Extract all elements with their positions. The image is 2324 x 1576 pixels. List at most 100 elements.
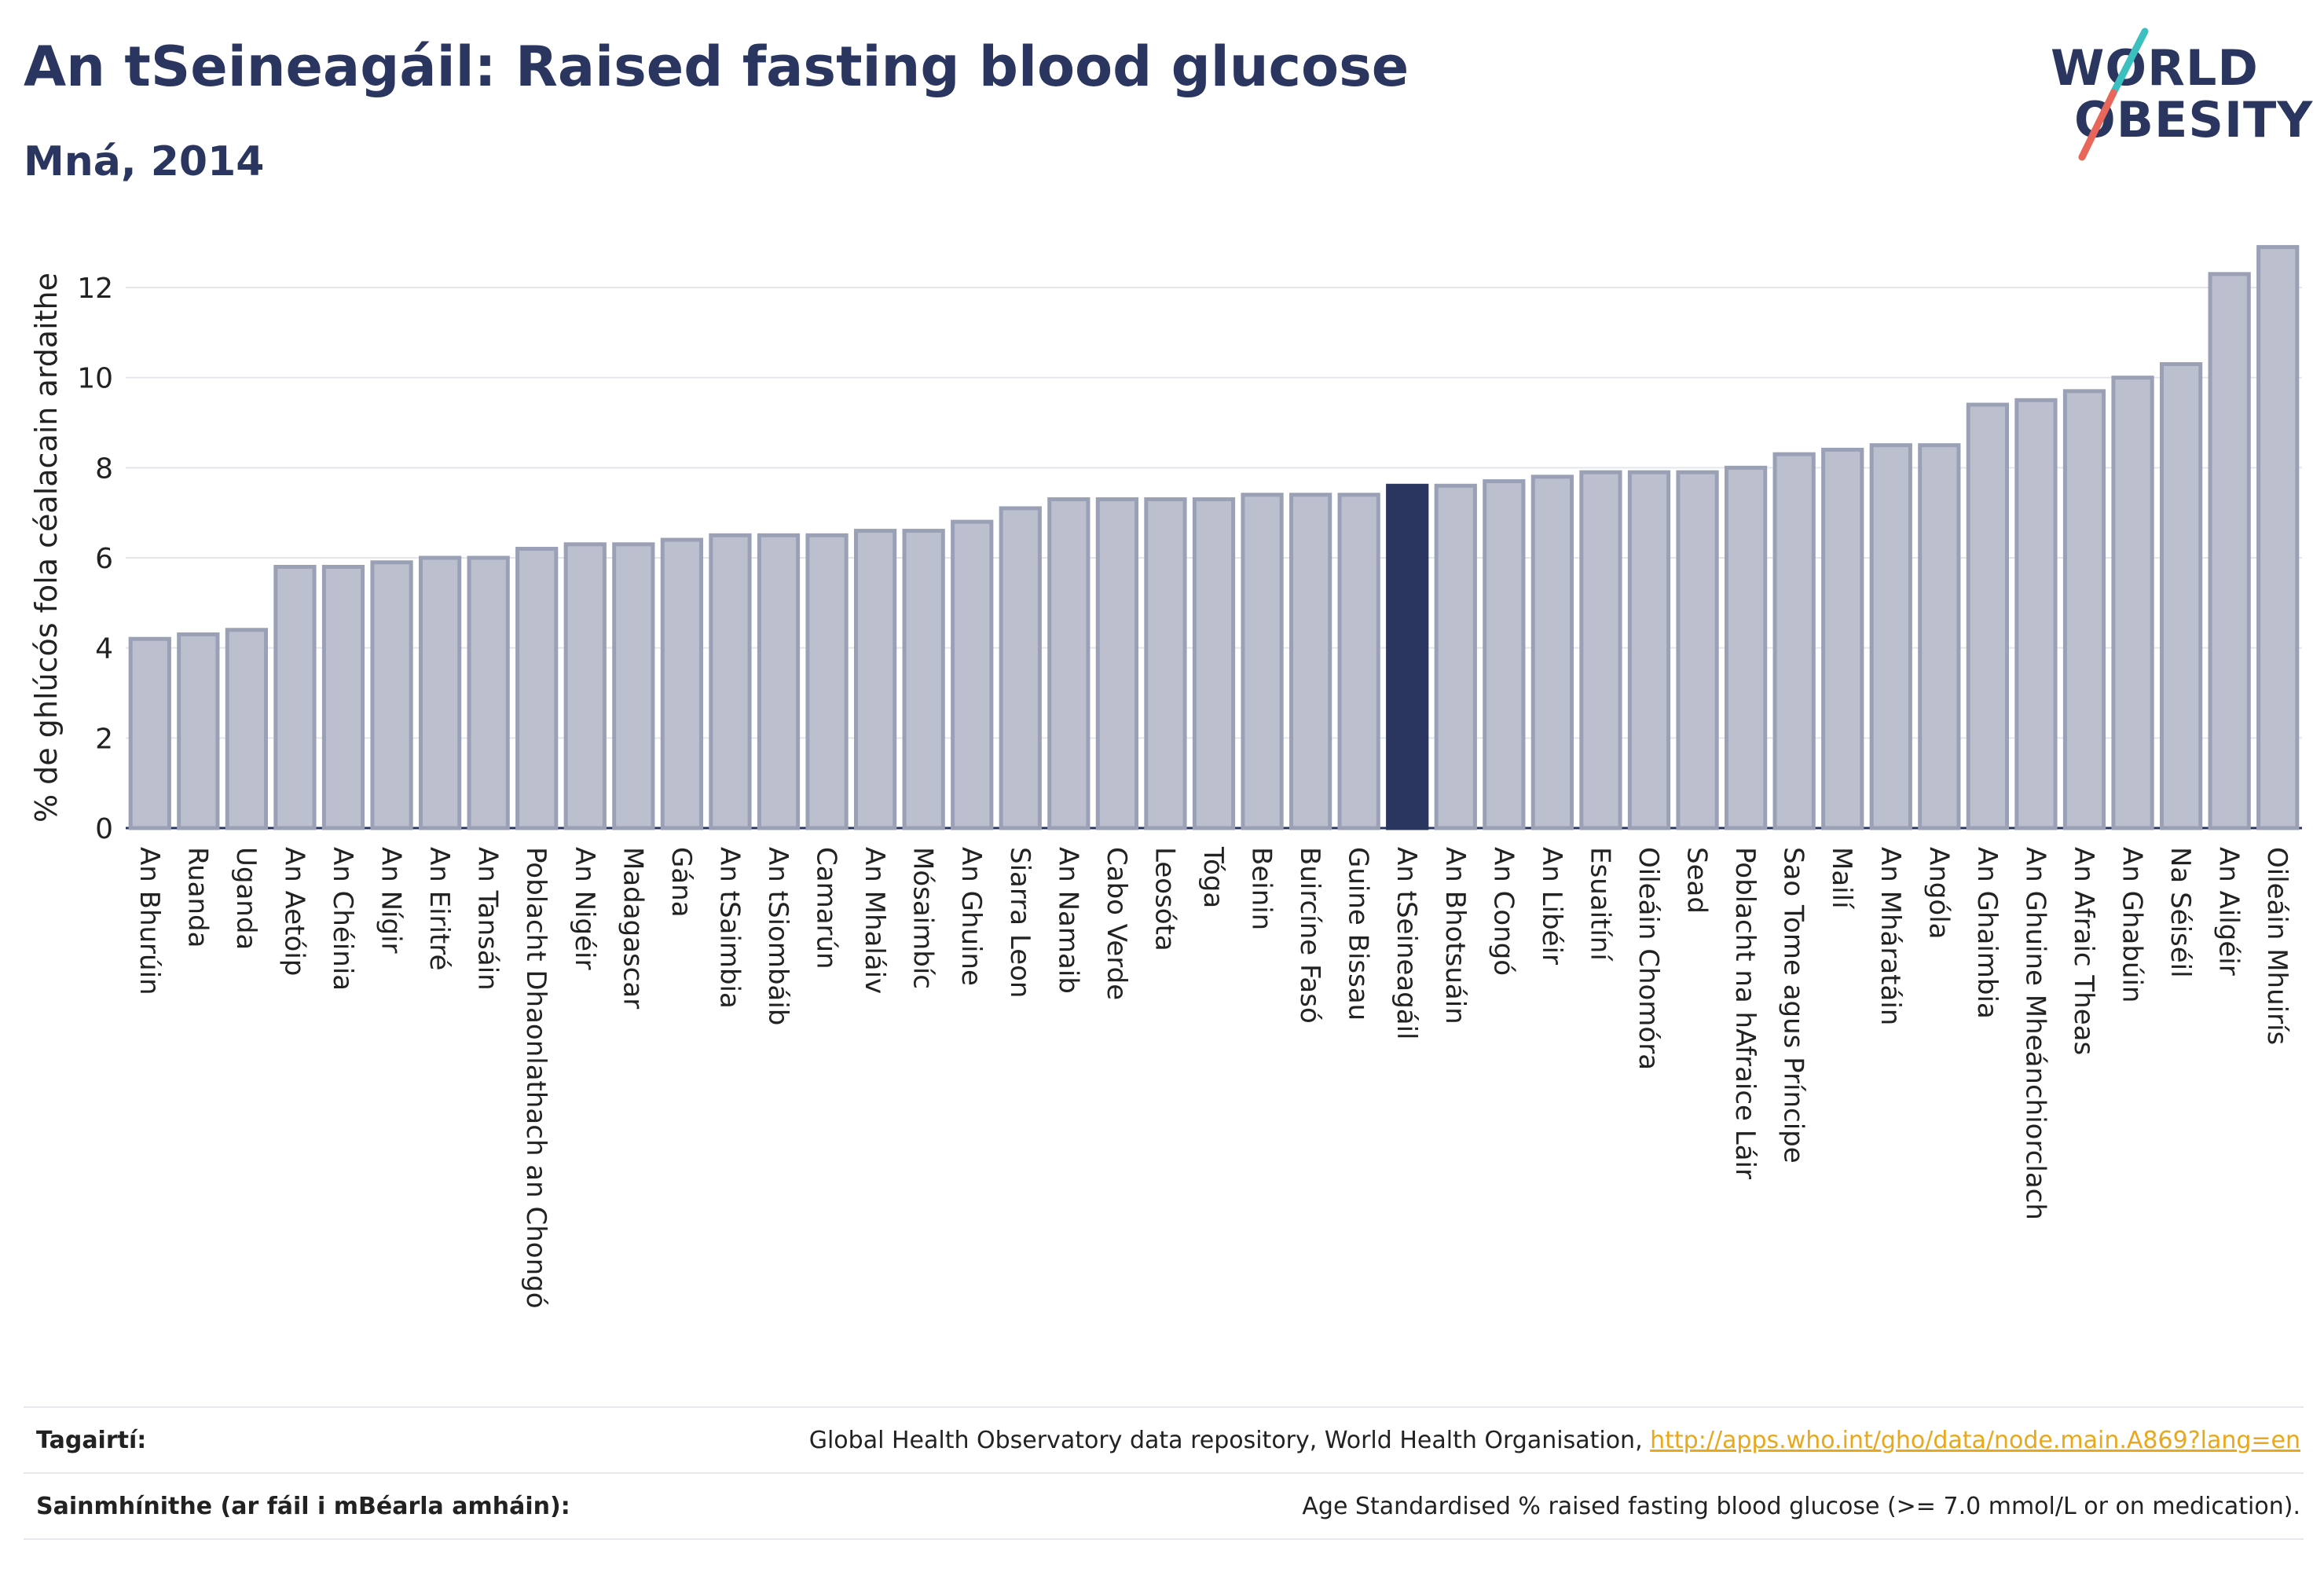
y-tick-label: 10	[77, 363, 113, 395]
bar	[2062, 389, 2106, 830]
x-tick-label: An Nigéir	[569, 847, 600, 969]
x-tick-label: An Ghaimbia	[1971, 847, 2003, 1019]
x-tick-label: An Aetóip	[278, 847, 310, 976]
bar	[1337, 493, 1380, 830]
bar	[2256, 244, 2300, 830]
bar	[418, 555, 462, 830]
bar	[1821, 447, 1864, 830]
y-axis-label: % de ghlúcós fola céalacain ardaithe	[29, 273, 64, 823]
x-tick-label: Tóga	[1197, 846, 1229, 908]
x-tick-label: An Mháratáin	[1875, 847, 1906, 1025]
bar	[467, 555, 510, 830]
x-tick-label: Leosóta	[1149, 847, 1180, 951]
x-tick-label: An tSeineagáil	[1391, 847, 1422, 1040]
logo-line2: OBESITY	[2074, 91, 2314, 148]
logo-line1: WORLD	[2051, 39, 2259, 97]
x-tick-label: An tSaimbia	[713, 847, 745, 1009]
x-tick-label: Cabo Verde	[1101, 847, 1132, 1000]
bar	[660, 537, 704, 830]
x-tick-label: An Ailgéir	[2213, 847, 2245, 976]
bar	[515, 547, 559, 830]
definition-row: Sainmhínithe (ar fáil i mBéarla amháin):…	[24, 1472, 2304, 1540]
x-tick-label: Angóla	[1923, 847, 1954, 939]
bar	[370, 560, 413, 830]
bar	[321, 564, 365, 830]
y-tick-label: 8	[95, 453, 113, 485]
x-tick-label: Uganda	[230, 847, 262, 950]
bar	[1676, 470, 1719, 830]
bar	[273, 564, 317, 830]
x-tick-label: An Eiritré	[423, 847, 455, 970]
x-ticks: An Bhurúin Ruanda Uganda An Aetóip An Chéini…	[134, 846, 2293, 1309]
x-tick-label: An Chéinia	[327, 847, 358, 991]
y-tick-label: 12	[77, 273, 113, 305]
x-tick-label: Madagascar	[617, 847, 648, 1009]
x-tick-label: Mailí	[1826, 847, 1857, 910]
bar	[853, 529, 897, 830]
x-tick-label: Oileáin Mhuirís	[2261, 847, 2293, 1045]
x-tick-label: Sead	[1681, 847, 1713, 914]
chart-title: An tSeineagáil: Raised fasting blood glu…	[24, 35, 1409, 99]
world-obesity-logo: WORLD OBESITY	[2051, 24, 2312, 165]
bar	[1772, 452, 1816, 830]
bar	[1483, 479, 1526, 830]
x-tick-label: Ruanda	[181, 847, 213, 947]
bar	[1095, 497, 1139, 830]
bar	[2159, 361, 2203, 830]
x-tick-label: An Nígir	[376, 847, 407, 954]
x-tick-label: Sao Tome agus Príncipe	[1778, 847, 1809, 1164]
x-tick-label: An Ghuine	[955, 847, 987, 986]
bar	[1530, 475, 1574, 830]
bar	[805, 533, 849, 830]
x-tick-label: An Ghabúin	[2117, 847, 2148, 1002]
chart-subtitle: Mná, 2014	[24, 138, 265, 185]
bar	[1579, 470, 1622, 830]
reference-label: Tagairtí:	[36, 1426, 147, 1454]
reference-text: Global Health Observatory data repositor…	[808, 1426, 1651, 1454]
bar	[1627, 470, 1671, 830]
bar	[1144, 497, 1187, 830]
x-tick-label: An Bhurúin	[134, 847, 165, 995]
y-tick-label: 0	[95, 813, 113, 845]
bar	[128, 636, 171, 830]
x-tick-label: Beinin	[1246, 847, 1277, 930]
bar	[1918, 443, 1961, 830]
bar	[2111, 376, 2154, 830]
x-tick-label: An Ghuine Mheánchiorclach	[2019, 847, 2051, 1220]
x-tick-label: An tSiombáib	[762, 847, 794, 1025]
y-tick-label: 6	[95, 543, 113, 575]
x-tick-label: Na Séiséil	[2165, 847, 2196, 978]
reference-row: Tagairtí: Global Health Observatory data…	[24, 1406, 2304, 1472]
definition-value: Age Standardised % raised fasting blood …	[1302, 1492, 2300, 1520]
definition-label: Sainmhínithe (ar fáil i mBéarla amháin):	[36, 1492, 570, 1520]
references-table: Tagairtí: Global Health Observatory data…	[24, 1406, 2304, 1540]
bar-chart: 0 2 4 6 8 10 12 An Bhurúin Ruanda Uganda An Aetói…	[29, 244, 2302, 1309]
bar	[225, 628, 269, 830]
y-tick-label: 2	[95, 723, 113, 755]
bars	[128, 244, 2300, 830]
x-tick-label: Poblacht na hAfraice Láir	[1729, 847, 1761, 1179]
bar	[951, 519, 994, 830]
bar	[612, 542, 655, 830]
reference-link[interactable]: http://apps.who.int/gho/data/node.main.A…	[1650, 1426, 2300, 1454]
bar	[1724, 465, 1768, 830]
logo-slash-icon	[2078, 27, 2149, 161]
bar	[999, 506, 1042, 830]
x-tick-label: An Mhaláiv	[859, 847, 890, 994]
x-tick-label: Camarún	[811, 847, 842, 969]
bar	[1047, 497, 1091, 830]
bar	[902, 529, 945, 830]
bar	[1434, 483, 1477, 830]
reference-value: Global Health Observatory data repositor…	[809, 1427, 2304, 1454]
x-tick-label: An Afraic Theas	[2068, 847, 2099, 1055]
bar	[1869, 443, 1912, 830]
bar	[1966, 402, 2010, 830]
x-tick-label: An Bhotsuáin	[1439, 847, 1471, 1024]
x-tick-label: An Tansáin	[472, 847, 504, 991]
bar	[1192, 497, 1236, 830]
x-tick-label: An Libéir	[1536, 847, 1567, 965]
bar-highlighted	[1386, 483, 1429, 830]
x-tick-label: Guine Bissau	[1343, 847, 1374, 1021]
x-tick-label: Siarra Leon	[1004, 847, 1036, 998]
bar	[177, 632, 220, 830]
